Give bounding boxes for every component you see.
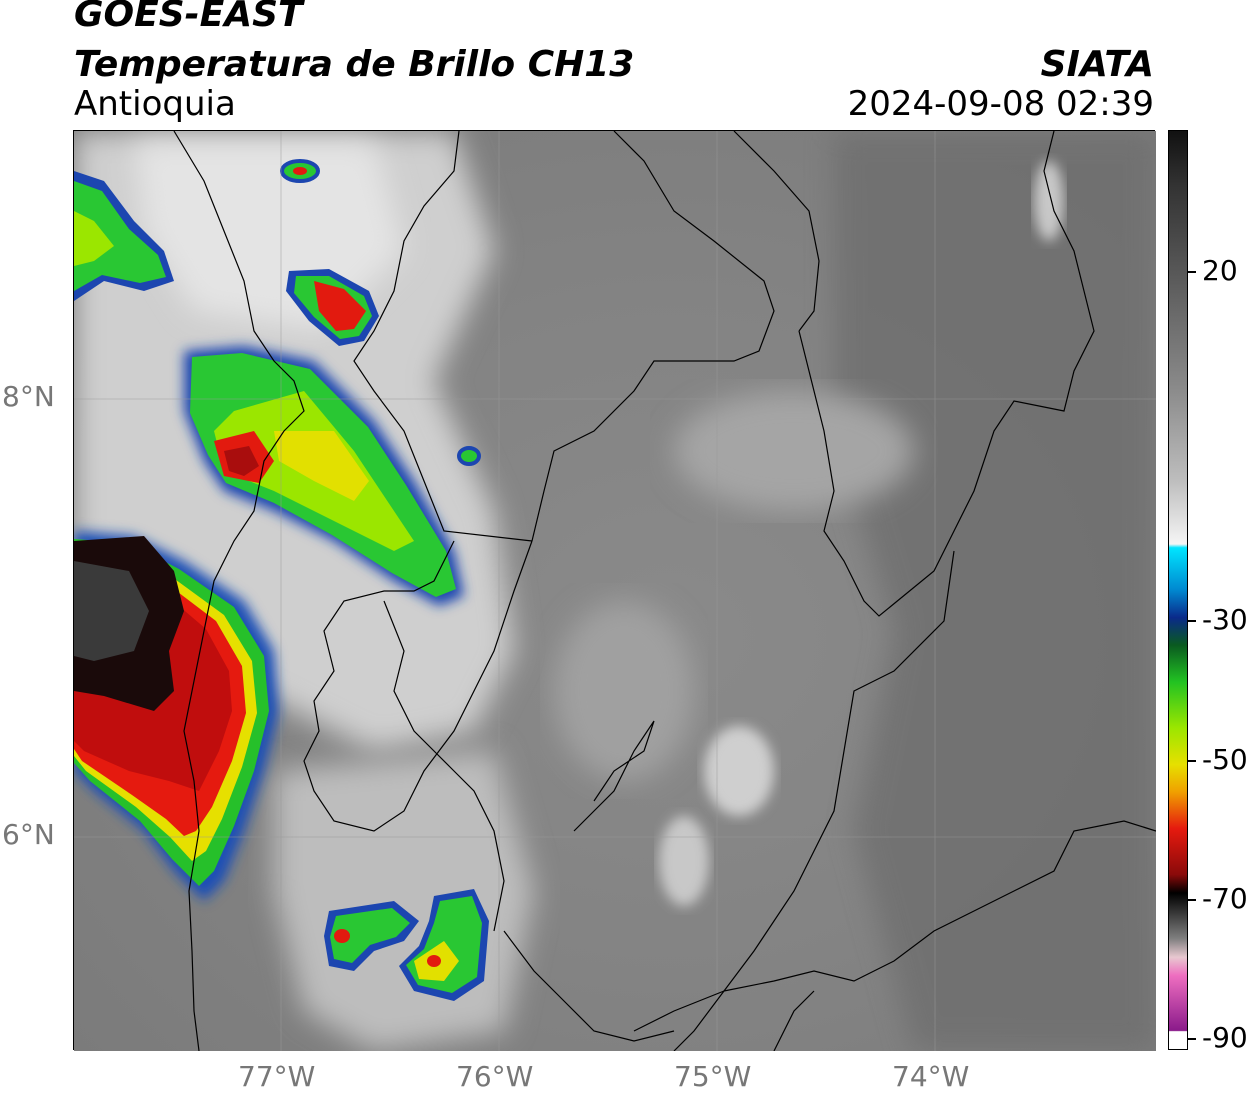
lat-label-6n: 6°N [2,818,55,851]
timestamp-label: 2024-09-08 02:39 [847,84,1154,124]
lon-label-76w: 76°W [456,1060,534,1093]
satellite-image [74,130,1157,1052]
lon-label-77w: 77°W [238,1060,316,1093]
colorbar-label-minus90: -90 [1202,1021,1248,1054]
colorbar-label-minus70: -70 [1202,882,1248,915]
lon-label-74w: 74°W [892,1060,970,1093]
colorbar-label-minus30: -30 [1202,603,1248,636]
colorbar-label-20: 20 [1202,254,1238,287]
colorbar-gradient [1169,131,1187,1049]
colorbar [1168,130,1188,1050]
lon-label-75w: 75°W [674,1060,752,1093]
satellite-title: GOES-EAST [74,0,303,35]
region-subtitle: Antioquia [74,84,236,124]
lat-label-8n: 8°N [2,380,55,413]
boundaries [173,130,1157,1052]
organization-label: SIATA [1040,44,1154,85]
product-title: Temperatura de Brillo CH13 [74,44,635,85]
colorbar-label-minus50: -50 [1202,743,1248,776]
map-panel[interactable] [73,130,1157,1052]
